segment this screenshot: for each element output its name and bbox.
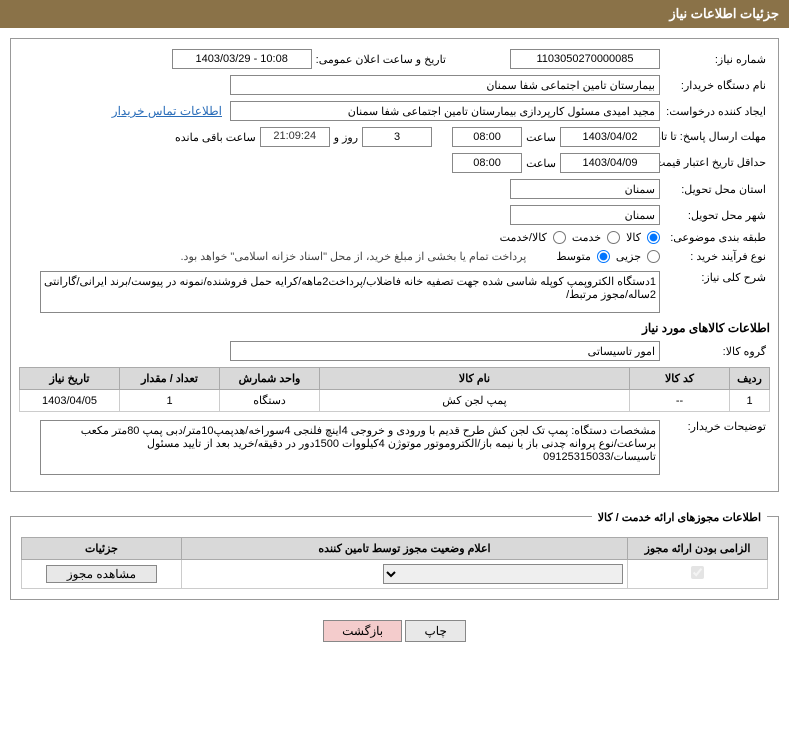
- buyer-org-field: [230, 75, 660, 95]
- cell-date: 1403/04/05: [20, 390, 120, 412]
- cell-mandatory: [628, 560, 768, 589]
- category-radio-group: کالا خدمت کالا/خدمت: [500, 231, 660, 244]
- hours-remain-label: ساعت باقی مانده: [171, 131, 260, 144]
- days-and-label: روز و: [330, 131, 362, 144]
- main-details-section: شماره نیاز: تاریخ و ساعت اعلان عمومی: نا…: [10, 38, 779, 492]
- purchase-note: پرداخت تمام یا بخشی از مبلغ خرید، از محل…: [181, 250, 527, 263]
- buyer-notes-label: توضیحات خریدار:: [660, 420, 770, 433]
- license-section: اطلاعات مجوزهای ارائه خدمت / کالا الزامی…: [10, 502, 779, 600]
- radio-service[interactable]: [607, 231, 620, 244]
- view-license-button[interactable]: مشاهده مجوز: [46, 565, 157, 583]
- delivery-province-field: [510, 179, 660, 199]
- th-qty: تعداد / مقدار: [120, 368, 220, 390]
- table-row: 1 -- پمپ لجن کش دستگاه 1 1403/04/05: [20, 390, 770, 412]
- price-valid-time: [452, 153, 522, 173]
- th-name: نام کالا: [320, 368, 630, 390]
- cell-status: [182, 560, 628, 589]
- buyer-contact-link[interactable]: اطلاعات تماس خریدار: [112, 104, 222, 118]
- goods-info-title: اطلاعات کالاهای مورد نیاز: [19, 321, 770, 335]
- delivery-city-field: [510, 205, 660, 225]
- time-remaining: 21:09:24: [260, 127, 330, 147]
- license-legend: اطلاعات مجوزهای ارائه خدمت / کالا: [592, 511, 767, 524]
- page-title: جزئیات اطلاعات نیاز: [669, 6, 779, 21]
- license-row: مشاهده مجوز: [22, 560, 768, 589]
- time-label-2: ساعت: [522, 157, 560, 170]
- goods-group-field: [230, 341, 660, 361]
- time-label-1: ساعت: [522, 131, 560, 144]
- th-unit: واحد شمارش: [220, 368, 320, 390]
- purchase-type-radio-group: جزیی متوسط: [556, 250, 660, 263]
- buyer-notes-textarea[interactable]: [40, 420, 660, 475]
- cell-details: مشاهده مجوز: [22, 560, 182, 589]
- radio-goods-service[interactable]: [553, 231, 566, 244]
- th-date: تاریخ نیاز: [20, 368, 120, 390]
- announce-label: تاریخ و ساعت اعلان عمومی:: [312, 53, 450, 66]
- need-number-label: شماره نیاز:: [660, 53, 770, 66]
- radio-goods[interactable]: [647, 231, 660, 244]
- price-valid-date: [560, 153, 660, 173]
- delivery-province-label: استان محل تحویل:: [660, 183, 770, 196]
- license-table: الزامی بودن ارائه مجوز اعلام وضعیت مجوز …: [21, 537, 768, 589]
- general-desc-textarea[interactable]: [40, 271, 660, 313]
- price-valid-label: حداقل تاریخ اعتبار قیمت: تا تاریخ:: [660, 157, 770, 169]
- reply-deadline-label: مهلت ارسال پاسخ: تا تاریخ:: [660, 131, 770, 143]
- th-details: جزئیات: [22, 538, 182, 560]
- delivery-city-label: شهر محل تحویل:: [660, 209, 770, 222]
- need-number-field: [510, 49, 660, 69]
- general-desc-label: شرح کلی نیاز:: [660, 271, 770, 284]
- buyer-org-label: نام دستگاه خریدار:: [660, 79, 770, 92]
- cell-code: --: [630, 390, 730, 412]
- th-row: ردیف: [730, 368, 770, 390]
- cell-row: 1: [730, 390, 770, 412]
- purchase-type-label: نوع فرآیند خرید :: [660, 250, 770, 263]
- requester-field: [230, 101, 660, 121]
- radio-medium-label: متوسط: [556, 250, 591, 263]
- status-select[interactable]: [383, 564, 623, 584]
- radio-medium[interactable]: [597, 250, 610, 263]
- radio-goods-service-label: کالا/خدمت: [500, 231, 547, 244]
- page-header: جزئیات اطلاعات نیاز: [0, 0, 789, 28]
- reply-deadline-date: [560, 127, 660, 147]
- cell-qty: 1: [120, 390, 220, 412]
- goods-group-label: گروه کالا:: [660, 345, 770, 358]
- th-mandatory: الزامی بودن ارائه مجوز: [628, 538, 768, 560]
- goods-table: ردیف کد کالا نام کالا واحد شمارش تعداد /…: [19, 367, 770, 412]
- requester-label: ایجاد کننده درخواست:: [660, 105, 770, 118]
- radio-partial-label: جزیی: [616, 250, 641, 263]
- announce-datetime-field: [172, 49, 312, 69]
- action-buttons: چاپ بازگشت: [0, 610, 789, 652]
- back-button[interactable]: بازگشت: [323, 620, 402, 642]
- category-label: طبقه بندی موضوعی:: [660, 231, 770, 244]
- radio-goods-label: کالا: [626, 231, 641, 244]
- cell-unit: دستگاه: [220, 390, 320, 412]
- th-status: اعلام وضعیت مجوز توسط تامین کننده: [182, 538, 628, 560]
- th-code: کد کالا: [630, 368, 730, 390]
- mandatory-checkbox: [691, 566, 704, 579]
- radio-partial[interactable]: [647, 250, 660, 263]
- radio-service-label: خدمت: [572, 231, 601, 244]
- print-button[interactable]: چاپ: [405, 620, 465, 642]
- days-remaining: [362, 127, 432, 147]
- cell-name: پمپ لجن کش: [320, 390, 630, 412]
- reply-deadline-time: [452, 127, 522, 147]
